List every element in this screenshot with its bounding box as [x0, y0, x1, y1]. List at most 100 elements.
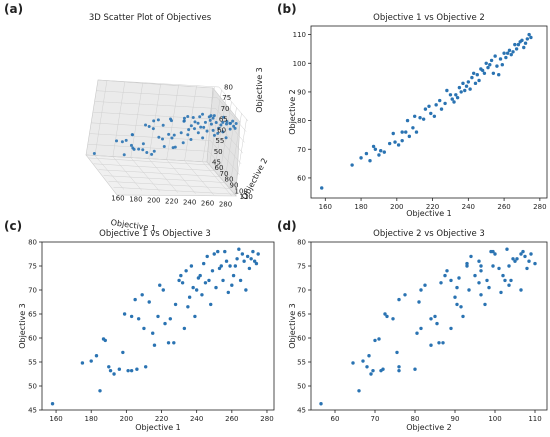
grid-line — [229, 113, 242, 189]
data-point — [498, 57, 503, 61]
grid-line — [210, 140, 240, 175]
data-point — [500, 62, 505, 67]
data-point — [182, 116, 186, 120]
data-point — [141, 142, 145, 146]
y-tick-label: 45 — [297, 407, 306, 415]
data-point — [137, 147, 141, 151]
x-tick-label: 280 — [260, 415, 273, 423]
data-point — [489, 249, 493, 254]
x-tick-label: 280 — [533, 203, 546, 211]
data-point — [470, 75, 474, 80]
data-point — [459, 305, 463, 309]
data-point — [168, 317, 173, 321]
data-point — [483, 302, 487, 307]
data-point — [203, 120, 207, 124]
x-tick-label: 220 — [426, 203, 439, 211]
data-point — [209, 122, 213, 126]
data-point — [482, 71, 487, 76]
data-point — [160, 137, 164, 141]
data-point — [455, 285, 459, 290]
data-point — [485, 278, 489, 283]
data-point — [427, 104, 431, 108]
data-point — [196, 121, 200, 125]
data-point — [162, 144, 166, 148]
data-point — [450, 97, 454, 101]
grid-line — [166, 159, 196, 194]
data-point — [432, 114, 437, 119]
data-point — [224, 259, 229, 263]
data-point — [405, 118, 410, 123]
data-point — [457, 276, 461, 280]
z-tick-label: 80 — [224, 84, 233, 92]
data-point — [233, 264, 238, 268]
data-point — [439, 107, 444, 111]
data-point — [404, 130, 408, 134]
data-point — [488, 62, 492, 67]
data-point — [212, 252, 216, 256]
data-point — [161, 123, 165, 127]
data-point — [182, 326, 187, 331]
data-point — [504, 55, 508, 60]
data-point — [163, 321, 167, 326]
grid-line — [211, 129, 242, 165]
data-point — [433, 314, 437, 319]
data-point — [103, 338, 107, 343]
data-point — [145, 150, 149, 154]
data-point — [98, 389, 102, 393]
data-point — [505, 247, 509, 251]
y-tick-label: 60 — [297, 335, 306, 343]
grid-line — [209, 89, 222, 165]
data-point — [231, 273, 236, 278]
data-point — [50, 402, 55, 406]
panel-c-ticks: 160 180 200 220 240 260 280 45 50 55 60 65 70 75 80 — [28, 239, 274, 424]
data-point — [434, 103, 438, 107]
data-point — [418, 116, 422, 120]
data-point — [216, 249, 220, 254]
data-point — [132, 147, 136, 151]
data-point — [201, 112, 205, 116]
data-point — [437, 341, 441, 345]
data-point — [391, 131, 395, 136]
data-point — [144, 123, 148, 127]
data-point — [173, 302, 178, 307]
data-point — [245, 254, 250, 259]
data-point — [519, 288, 523, 292]
data-point — [525, 266, 529, 271]
data-point — [216, 131, 220, 135]
grid-line — [218, 86, 249, 122]
y-tick-label: 80 — [225, 176, 234, 184]
y-tick-label: 80 — [297, 239, 306, 247]
data-point — [441, 341, 445, 345]
panel-d-xlabel: Objective 2 — [406, 423, 452, 432]
data-point — [205, 129, 209, 133]
data-point — [373, 147, 378, 151]
data-point — [212, 114, 216, 118]
data-point — [479, 269, 483, 273]
x-tick-label: 200 — [390, 203, 403, 211]
data-point — [229, 121, 233, 125]
data-point — [464, 84, 469, 88]
grid-line — [224, 107, 237, 183]
data-point — [193, 314, 197, 319]
data-point — [242, 259, 246, 263]
grid-line — [214, 95, 227, 171]
data-point — [357, 389, 361, 393]
data-point — [135, 367, 139, 371]
x-tick-label: 70 — [371, 415, 380, 423]
data-point — [214, 120, 218, 124]
grid-line — [234, 119, 247, 195]
data-point — [468, 87, 472, 91]
data-point — [251, 249, 255, 254]
data-point — [108, 368, 113, 373]
data-point — [479, 293, 483, 297]
data-point — [449, 326, 453, 331]
panel-d-ylabel: Objective 3 — [288, 303, 297, 349]
data-point — [189, 124, 193, 128]
data-point — [507, 48, 512, 53]
grid-line — [112, 81, 126, 157]
panel-c: (c) Objective 1 vs Objective 3 160 180 200… — [4, 219, 275, 432]
y-tick-label: 65 — [297, 311, 306, 319]
data-point — [475, 73, 479, 77]
grid-line — [219, 101, 232, 177]
data-point — [527, 259, 531, 263]
